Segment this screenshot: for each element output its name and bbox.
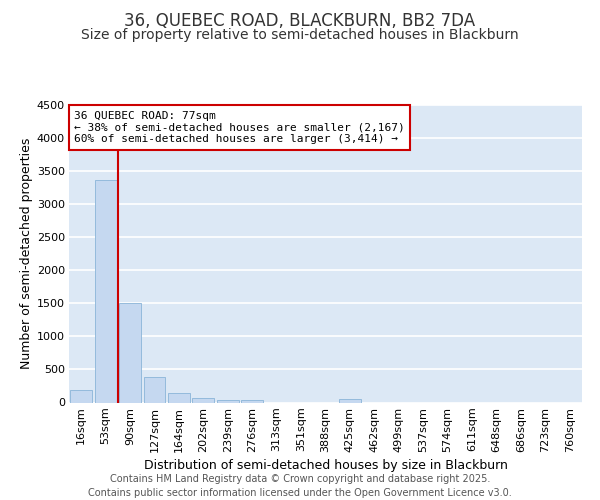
Bar [95,180,116,402]
Bar [339,398,361,402]
Y-axis label: Number of semi-detached properties: Number of semi-detached properties [20,138,32,370]
Bar [241,400,263,402]
Bar [217,400,239,402]
Bar [193,398,214,402]
Text: 36 QUEBEC ROAD: 77sqm
← 38% of semi-detached houses are smaller (2,167)
60% of s: 36 QUEBEC ROAD: 77sqm ← 38% of semi-deta… [74,111,405,144]
Bar [143,376,166,402]
Bar [168,392,190,402]
Text: Size of property relative to semi-detached houses in Blackburn: Size of property relative to semi-detach… [81,28,519,42]
Text: Contains HM Land Registry data © Crown copyright and database right 2025.
Contai: Contains HM Land Registry data © Crown c… [88,474,512,498]
Bar [119,304,141,402]
Bar [70,390,92,402]
Text: 36, QUEBEC ROAD, BLACKBURN, BB2 7DA: 36, QUEBEC ROAD, BLACKBURN, BB2 7DA [124,12,476,30]
X-axis label: Distribution of semi-detached houses by size in Blackburn: Distribution of semi-detached houses by … [143,458,508,471]
